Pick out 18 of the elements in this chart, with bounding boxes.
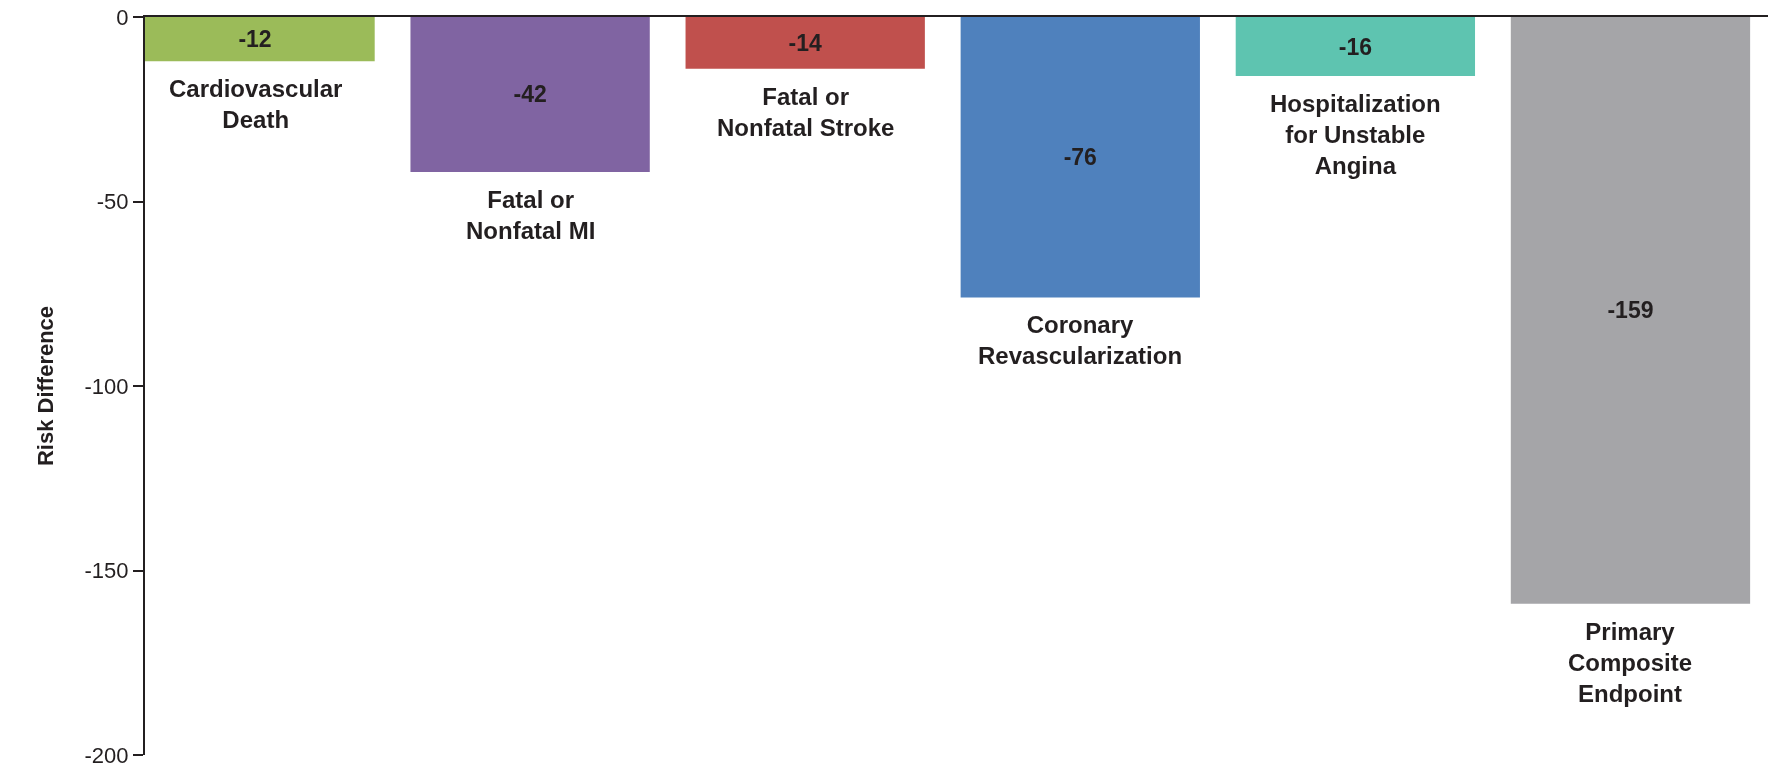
- y-tick-label: 0: [116, 4, 129, 30]
- x-tick-label: Hospitalization for Unstable Angina: [1270, 90, 1441, 180]
- x-tick-label: Primary Composite Endpoint: [1568, 618, 1693, 708]
- data-label: -42: [513, 81, 547, 108]
- data-label: -159: [1607, 297, 1654, 324]
- y-tick-label: -200: [84, 742, 129, 768]
- y-tick-label: -100: [84, 373, 129, 399]
- y-tick-label: -50: [96, 189, 129, 215]
- y-axis-title: Risk Difference: [32, 305, 58, 467]
- x-tick-label: Coronary Revascularization: [978, 311, 1183, 370]
- data-label: -14: [788, 29, 822, 56]
- y-tick-label: -150: [84, 558, 129, 584]
- x-tick-label: Fatal or Nonfatal MI: [466, 186, 596, 245]
- data-label: -76: [1063, 144, 1097, 171]
- data-label: -16: [1338, 33, 1372, 60]
- data-label: -12: [238, 26, 272, 53]
- x-tick-label: Cardiovascular Death: [169, 75, 343, 134]
- x-tick-label: Fatal or Nonfatal Stroke: [717, 83, 895, 142]
